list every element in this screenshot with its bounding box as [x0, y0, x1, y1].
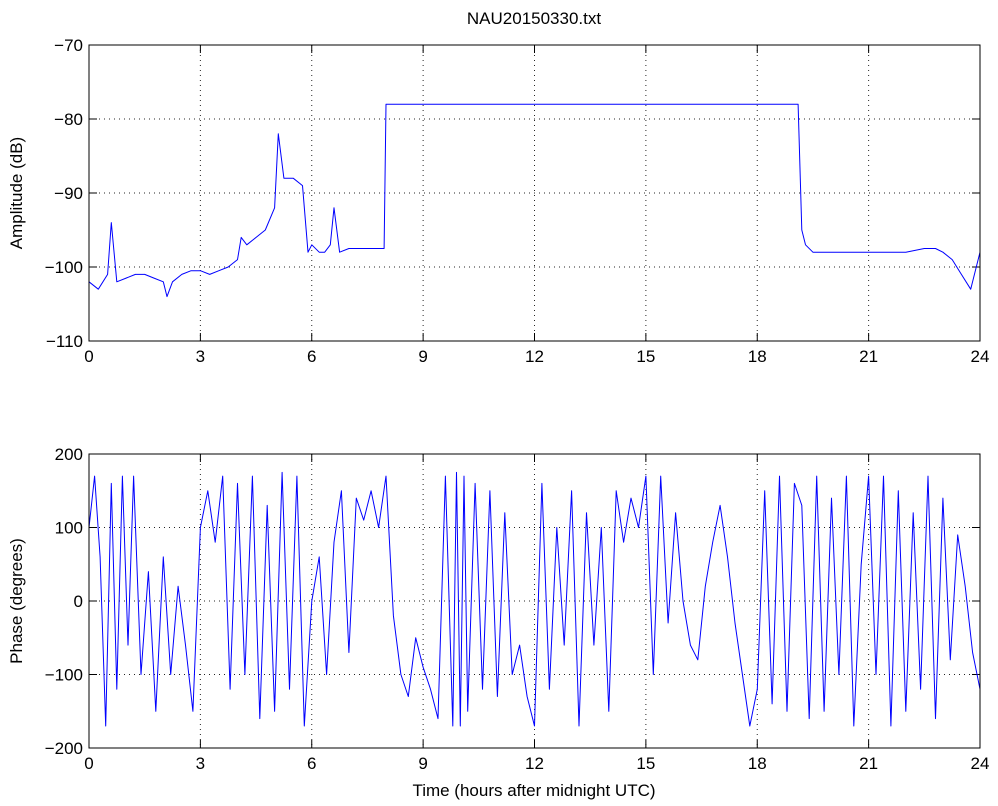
amplitude-xtick-label: 3	[196, 347, 205, 366]
amplitude-xtick-label: 6	[307, 347, 316, 366]
phase-panel: 0 3 6 9 12 15 18 21 24 200 100 0 −100 −200 Phase (deg…	[7, 445, 989, 800]
chart-title: NAU20150330.txt	[467, 9, 601, 28]
phase-xtick-label: 21	[859, 754, 878, 773]
amplitude-ytick-label: −100	[45, 258, 83, 277]
phase-xtick-label: 0	[84, 754, 93, 773]
phase-xtick-label: 12	[525, 754, 544, 773]
phase-xtick-label: 9	[418, 754, 427, 773]
amplitude-ytick-label: −90	[54, 184, 83, 203]
phase-ytick-label: 200	[55, 445, 83, 464]
phase-ytick-label: 100	[55, 519, 83, 538]
phase-xtick-label: 6	[307, 754, 316, 773]
amplitude-axes-frame	[88, 44, 981, 342]
amplitude-xtick-label: 18	[748, 347, 767, 366]
phase-ytick-label: −200	[45, 739, 83, 758]
phase-ylabel: Phase (degrees)	[7, 538, 26, 664]
amplitude-xtick-label: 15	[636, 347, 655, 366]
amplitude-xtick-label: 24	[971, 347, 990, 366]
phase-tick-labels: 0 3 6 9 12 15 18 21 24 200 100 0 −100 −200	[45, 445, 990, 773]
phase-xtick-label: 24	[971, 754, 990, 773]
amplitude-tick-labels: 0 3 6 9 12 15 18 21 24 −70 −80 −90 −100 −110	[45, 36, 990, 366]
phase-series-line	[88, 471, 981, 727]
phase-xtick-label: 18	[748, 754, 767, 773]
phase-xlabel: Time (hours after midnight UTC)	[412, 781, 655, 800]
amplitude-xtick-label: 0	[84, 347, 93, 366]
amplitude-grid	[89, 45, 980, 341]
phase-grid	[89, 454, 980, 748]
phase-xtick-label: 3	[196, 754, 205, 773]
amplitude-xtick-label: 21	[859, 347, 878, 366]
amplitude-ytick-label: −110	[46, 332, 83, 351]
amplitude-series-line	[88, 103, 981, 298]
amplitude-ylabel: Amplitude (dB)	[7, 137, 26, 249]
amplitude-ytick-label: −80	[54, 110, 83, 129]
amplitude-xtick-label: 9	[418, 347, 427, 366]
amplitude-panel: 0 3 6 9 12 15 18 21 24 −70 −80 −90 −100 −110 Amplitud…	[7, 36, 989, 366]
amplitude-ytick-label: −70	[54, 36, 83, 55]
phase-axes-frame	[88, 453, 981, 749]
phase-ytick-label: 0	[74, 592, 83, 611]
amplitude-xtick-label: 12	[525, 347, 544, 366]
phase-ytick-label: −100	[45, 666, 83, 685]
phase-xtick-label: 15	[636, 754, 655, 773]
